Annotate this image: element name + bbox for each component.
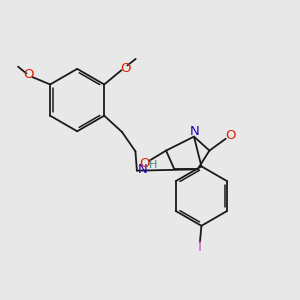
Text: O: O [120,61,130,75]
Text: N: N [190,125,200,138]
Text: O: O [225,129,236,142]
Text: O: O [139,158,149,170]
Text: I: I [197,241,201,254]
Text: O: O [23,68,34,82]
Text: H: H [149,160,158,170]
Text: N: N [137,163,147,176]
